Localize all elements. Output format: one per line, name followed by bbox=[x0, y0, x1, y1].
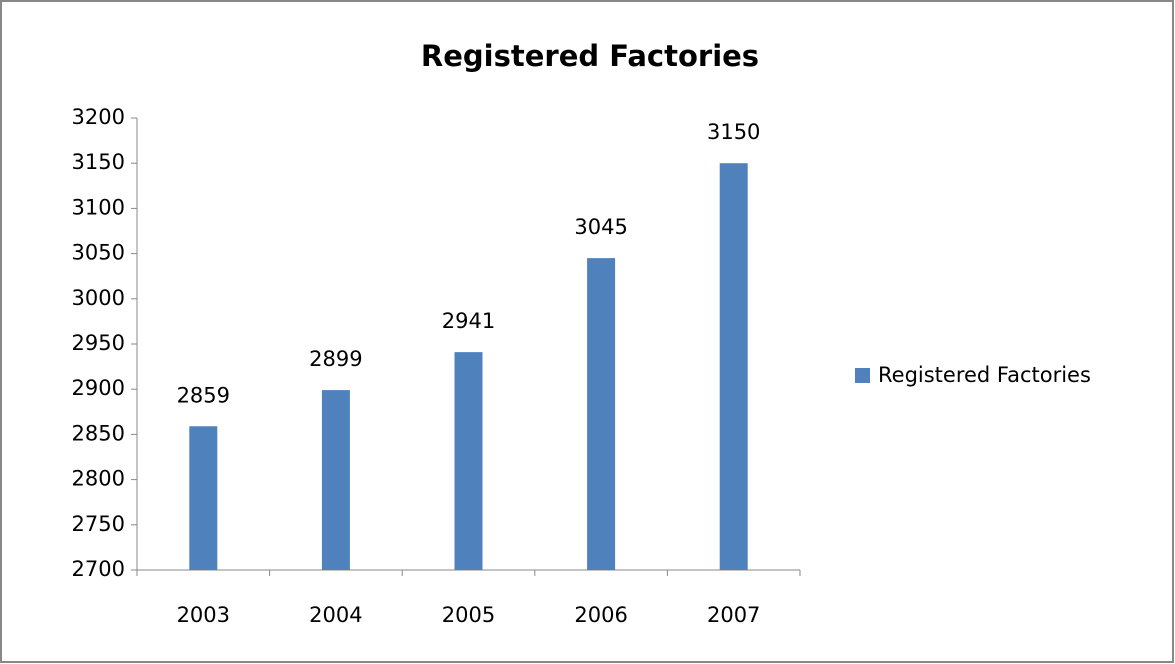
legend-label: Registered Factories bbox=[878, 363, 1091, 387]
chart-title: Registered Factories bbox=[421, 39, 759, 73]
legend-swatch bbox=[855, 368, 870, 383]
data-label: 3150 bbox=[707, 120, 760, 144]
y-tick-label: 2900 bbox=[72, 376, 125, 400]
x-tick-label: 2004 bbox=[309, 603, 362, 627]
data-label: 3045 bbox=[574, 215, 627, 239]
x-tick-label: 2003 bbox=[177, 603, 230, 627]
bar bbox=[719, 163, 748, 570]
y-tick-label: 3000 bbox=[72, 286, 125, 310]
y-tick-label: 2700 bbox=[72, 557, 125, 581]
data-label: 2941 bbox=[442, 309, 495, 333]
bar bbox=[189, 426, 218, 570]
y-tick-label: 3150 bbox=[72, 150, 125, 174]
bar bbox=[321, 390, 350, 570]
x-tick-label: 2005 bbox=[442, 603, 495, 627]
y-tick-label: 2800 bbox=[72, 467, 125, 491]
y-tick-label: 3200 bbox=[72, 105, 125, 129]
x-tick-label: 2006 bbox=[574, 603, 627, 627]
y-tick-label: 2850 bbox=[72, 421, 125, 445]
x-tick-label: 2007 bbox=[707, 603, 760, 627]
y-tick-label: 2750 bbox=[72, 512, 125, 536]
data-label: 2899 bbox=[309, 347, 362, 371]
data-label: 2859 bbox=[177, 383, 230, 407]
bar bbox=[587, 258, 616, 570]
y-tick-label: 3100 bbox=[72, 195, 125, 219]
y-tick-label: 2950 bbox=[72, 331, 125, 355]
bar bbox=[454, 352, 483, 570]
y-tick-label: 3050 bbox=[72, 241, 125, 265]
